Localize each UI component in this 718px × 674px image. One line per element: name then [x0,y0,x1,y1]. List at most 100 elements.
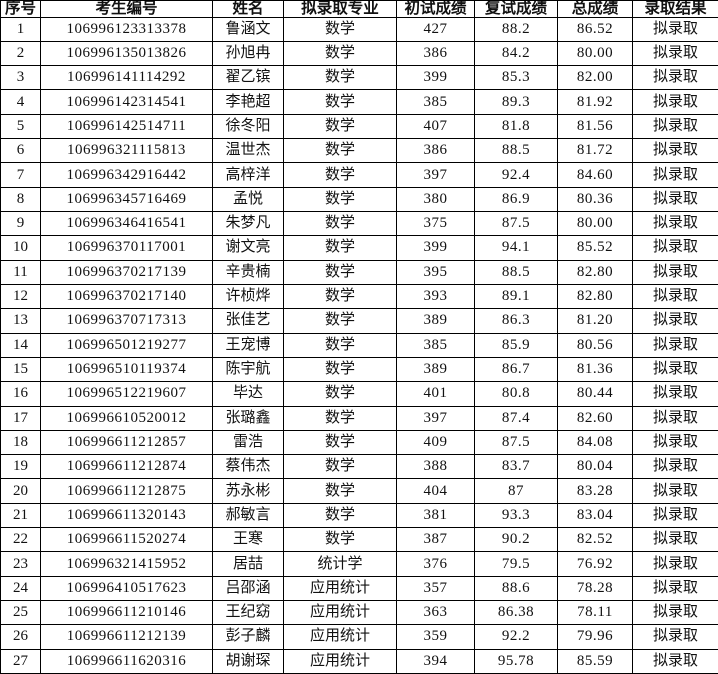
table-row: 13 106996370717313 张佳艺 数学 389 86.3 81.20 拟录取 [0,308,718,334]
table-cell-index: 14 [0,332,41,358]
table-cell-candidate-id: 106996346416541 [40,210,213,237]
table-cell-initial-score: 397 [396,405,475,431]
table-cell-result: 拟录取 [632,332,718,358]
column-header-initial-score: 初试成绩 [396,0,475,18]
table-row: 14 106996501219277 王宠博 数学 385 85.9 80.56 拟录取 [0,332,718,358]
table-cell-index: 12 [0,283,41,310]
table-body: 1 106996123313378 鲁涵文 数学 427 88.2 86.52 拟录取 2 106… [0,16,718,674]
table-row: 8 106996345716469 孟悦 数学 380 86.9 80.36 拟录取 [0,186,718,213]
table-cell-name: 李艳超 [212,89,284,115]
table-cell-initial-score: 385 [396,332,475,358]
column-header-total-score: 总成绩 [557,0,633,18]
table-cell-initial-score: 387 [396,527,475,553]
table-cell-candidate-id: 106996410517623 [40,575,213,602]
table-cell-result: 拟录取 [632,235,718,261]
table-cell-name: 温世杰 [212,138,284,164]
table-cell-candidate-id: 106996611210146 [40,599,213,626]
table-cell-total-score: 82.00 [557,65,633,91]
table-cell-retest-score: 80.8 [474,381,558,407]
table-cell-initial-score: 397 [396,162,475,188]
column-header-name: 姓名 [212,0,284,18]
table-cell-retest-score: 86.3 [474,308,558,334]
table-cell-major: 数学 [283,138,397,164]
table-cell-candidate-id: 106996611212857 [40,429,213,456]
header-row: 序号 考生编号 姓名 拟录取专业 初试成绩 复试成绩 总成绩 录取结果 [0,0,718,18]
table-cell-result: 拟录取 [632,162,718,188]
table-cell-result: 拟录取 [632,405,718,431]
table-cell-retest-score: 87.5 [474,429,558,456]
table-cell-index: 13 [0,308,41,334]
table-cell-total-score: 81.72 [557,138,633,164]
table-cell-index: 4 [0,89,41,115]
table-cell-initial-score: 389 [396,356,475,383]
table-cell-retest-score: 90.2 [474,527,558,553]
table-cell-result: 拟录取 [632,502,718,529]
table-cell-result: 拟录取 [632,381,718,407]
table-row: 7 106996342916442 高梓洋 数学 397 92.4 84.60 拟录取 [0,162,718,188]
table-cell-index: 24 [0,575,41,602]
table-cell-index: 7 [0,162,41,188]
table-cell-candidate-id: 106996611212875 [40,478,213,504]
table-cell-result: 拟录取 [632,454,718,480]
table-row: 25 106996611210146 王纪窈 应用统计 363 86.38 78.11 拟录取 [0,599,718,626]
table-cell-index: 26 [0,624,41,650]
table-cell-retest-score: 88.5 [474,138,558,164]
table-row: 4 106996142314541 李艳超 数学 385 89.3 81.92 拟录取 [0,89,718,115]
table-cell-total-score: 76.92 [557,551,633,577]
table-cell-index: 27 [0,648,41,674]
table-cell-name: 鲁涵文 [212,16,284,42]
table-cell-total-score: 81.36 [557,356,633,383]
table-cell-candidate-id: 106996510119374 [40,356,213,383]
table-cell-retest-score: 92.4 [474,162,558,188]
column-header-index: 序号 [0,0,41,18]
table-header: 序号 考生编号 姓名 拟录取专业 初试成绩 复试成绩 总成绩 录取结果 [0,0,718,18]
table-cell-total-score: 81.20 [557,308,633,334]
table-cell-candidate-id: 106996611212139 [40,624,213,650]
table-cell-index: 21 [0,502,41,529]
table-cell-index: 22 [0,527,41,553]
table-cell-initial-score: 363 [396,599,475,626]
table-cell-candidate-id: 106996142314541 [40,89,213,115]
table-cell-initial-score: 401 [396,381,475,407]
table-cell-index: 3 [0,65,41,91]
table-cell-total-score: 80.00 [557,210,633,237]
table-cell-retest-score: 92.2 [474,624,558,650]
table-cell-result: 拟录取 [632,89,718,115]
table-cell-index: 2 [0,40,41,67]
table-cell-initial-score: 380 [396,186,475,213]
table-row: 1 106996123313378 鲁涵文 数学 427 88.2 86.52 拟录取 [0,16,718,42]
table-cell-major: 应用统计 [283,575,397,602]
table-row: 24 106996410517623 吕邵涵 应用统计 357 88.6 78.28 拟录取 [0,575,718,602]
table-cell-name: 吕邵涵 [212,575,284,602]
table-cell-candidate-id: 106996342916442 [40,162,213,188]
table-cell-result: 拟录取 [632,356,718,383]
table-cell-index: 20 [0,478,41,504]
table-cell-name: 彭子麟 [212,624,284,650]
table-cell-name: 朱梦凡 [212,210,284,237]
table-cell-major: 数学 [283,235,397,261]
table-row: 21 106996611320143 郝敏言 数学 381 93.3 83.04 拟录取 [0,502,718,529]
table-row: 6 106996321115813 温世杰 数学 386 88.5 81.72 拟录取 [0,138,718,164]
table-row: 27 106996611620316 胡谢琛 应用统计 394 95.78 85.59 拟录取 [0,648,718,674]
table-cell-total-score: 80.56 [557,332,633,358]
table-cell-total-score: 85.59 [557,648,633,674]
table-cell-initial-score: 389 [396,308,475,334]
table-cell-candidate-id: 106996370117001 [40,235,213,261]
table-cell-major: 统计学 [283,551,397,577]
table-cell-initial-score: 407 [396,113,475,140]
table-cell-major: 数学 [283,429,397,456]
table-cell-name: 苏永彬 [212,478,284,504]
table-cell-candidate-id: 106996321115813 [40,138,213,164]
table-cell-total-score: 82.60 [557,405,633,431]
table-cell-retest-score: 87.5 [474,210,558,237]
table-cell-index: 8 [0,186,41,213]
table-cell-index: 19 [0,454,41,480]
table-cell-name: 郝敏言 [212,502,284,529]
table-cell-name: 徐冬阳 [212,113,284,140]
table-cell-initial-score: 357 [396,575,475,602]
table-cell-major: 应用统计 [283,624,397,650]
table-cell-candidate-id: 106996370217139 [40,259,213,285]
table-cell-total-score: 81.56 [557,113,633,140]
table-cell-name: 雷浩 [212,429,284,456]
table-cell-name: 王宠博 [212,332,284,358]
